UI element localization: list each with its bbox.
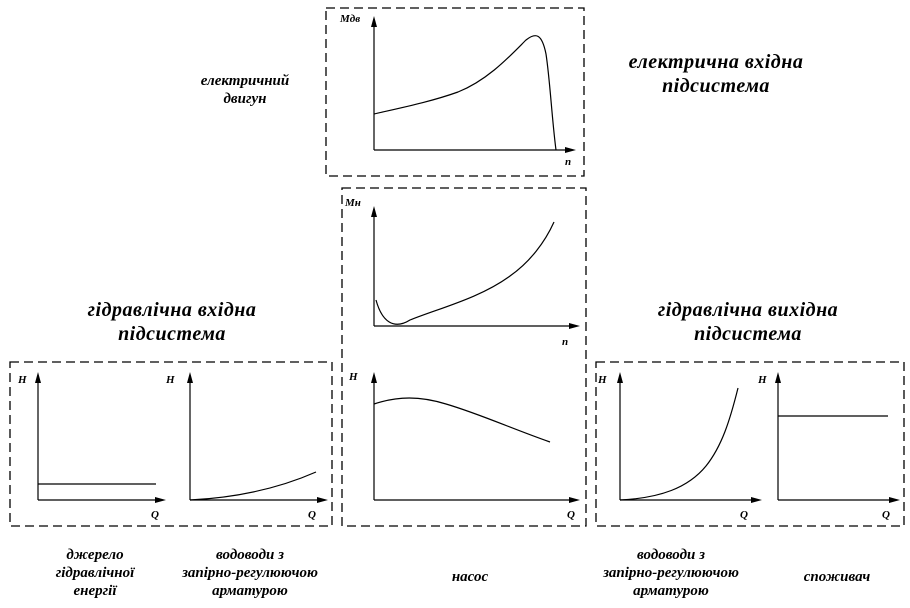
electric-input-subsystem-title: електрична вхідна підсистема — [606, 50, 826, 98]
pump-frame — [341, 187, 587, 527]
hydraulic-input-subsystem-title: гідравлічна вхідна підсистема — [62, 298, 282, 346]
consumer-label: споживач — [782, 568, 892, 586]
title-line: гідравлічна вихідна — [657, 299, 839, 321]
label-line: енергії — [73, 583, 117, 599]
title-line: електрична вхідна — [628, 51, 804, 73]
arrow-up-icon — [775, 372, 781, 383]
hydraulic-output-frame — [595, 361, 905, 527]
arrow-right-icon — [889, 497, 900, 503]
arrow-right-icon — [751, 497, 762, 503]
arrow-up-icon — [371, 16, 377, 27]
arrow-up-icon — [187, 372, 193, 383]
label-line: джерело — [66, 547, 124, 563]
arrow-up-icon — [35, 372, 41, 383]
motor-torque-curve — [373, 35, 557, 151]
input-pipes-curve — [189, 471, 317, 501]
pump-head-x-label: Q — [567, 509, 575, 521]
label-line: запірно-регулюючою — [182, 565, 318, 581]
motor-torque-chart: Мдв n — [339, 13, 576, 168]
input-pipelines-chart: H Q — [165, 372, 328, 521]
arrow-right-icon — [565, 147, 576, 153]
consumer-chart: H Q — [757, 372, 900, 521]
arrow-right-icon — [155, 497, 166, 503]
energy-source-chart: H Q — [17, 372, 166, 521]
arrow-right-icon — [569, 323, 580, 329]
label-line: гідравлічної — [55, 565, 135, 581]
pump-torque-chart: Мн n — [344, 197, 580, 348]
label-line: електричний — [200, 73, 290, 89]
output-pipes-curve — [619, 387, 739, 501]
output-pipelines-chart: H Q — [597, 372, 762, 521]
arrow-up-icon — [371, 372, 377, 383]
input-pipes-x-label: Q — [308, 509, 316, 521]
label-line: двигун — [223, 91, 267, 107]
pump-torque-y-label: Мн — [344, 197, 361, 209]
consumer-y-label: H — [757, 374, 767, 386]
pump-head-y-label: H — [348, 371, 358, 383]
label-line: запірно-регулюючою — [603, 565, 739, 581]
label-line: насос — [451, 569, 489, 585]
pump-head-curve — [373, 397, 551, 443]
source-x-label: Q — [151, 509, 159, 521]
hydraulic-input-frame — [9, 361, 333, 527]
motor-y-label: Мдв — [339, 13, 360, 25]
output-pipelines-label: водоводи з запірно-регулюючою арматурою — [576, 546, 766, 600]
title-line: гідравлічна вхідна — [87, 299, 257, 321]
input-pipes-y-label: H — [165, 374, 175, 386]
label-line: водоводи з — [216, 547, 284, 563]
title-line: підсистема — [118, 323, 226, 345]
energy-source-label: джерело гідравлічної енергії — [25, 546, 165, 600]
title-line: підсистема — [694, 323, 802, 345]
arrow-right-icon — [317, 497, 328, 503]
label-line: арматурою — [633, 583, 709, 599]
motor-label: електричний двигун — [180, 72, 310, 108]
electric-motor-frame — [325, 7, 585, 177]
arrow-up-icon — [617, 372, 623, 383]
label-line: водоводи з — [637, 547, 705, 563]
motor-x-label: n — [565, 156, 571, 168]
title-line: підсистема — [662, 75, 770, 97]
output-pipes-y-label: H — [597, 374, 607, 386]
input-pipelines-label: водоводи з запірно-регулюючою арматурою — [160, 546, 340, 600]
consumer-x-label: Q — [882, 509, 890, 521]
arrow-up-icon — [371, 206, 377, 217]
hydraulic-output-subsystem-title: гідравлічна вихідна підсистема — [628, 298, 868, 346]
pump-torque-x-label: n — [562, 336, 568, 348]
source-y-label: H — [17, 374, 27, 386]
arrow-right-icon — [569, 497, 580, 503]
label-line: арматурою — [212, 583, 288, 599]
pump-label: насос — [410, 568, 530, 586]
pump-head-chart: H Q — [348, 371, 580, 521]
output-pipes-x-label: Q — [740, 509, 748, 521]
label-line: споживач — [803, 569, 871, 585]
pump-torque-curve — [375, 221, 555, 325]
